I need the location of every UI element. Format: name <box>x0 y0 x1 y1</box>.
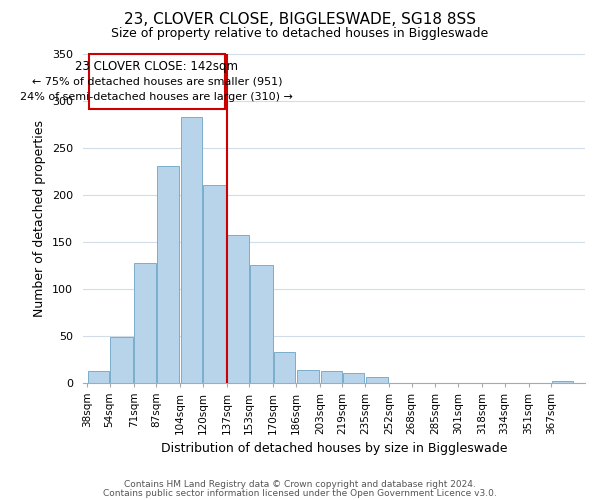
Text: Contains public sector information licensed under the Open Government Licence v3: Contains public sector information licen… <box>103 488 497 498</box>
Bar <box>134 264 155 382</box>
X-axis label: Distribution of detached houses by size in Biggleswade: Distribution of detached houses by size … <box>161 442 507 455</box>
Bar <box>181 117 202 382</box>
Bar <box>110 338 133 382</box>
Text: ← 75% of detached houses are smaller (951): ← 75% of detached houses are smaller (95… <box>32 76 282 86</box>
Text: 23, CLOVER CLOSE, BIGGLESWADE, SG18 8SS: 23, CLOVER CLOSE, BIGGLESWADE, SG18 8SS <box>124 12 476 28</box>
Bar <box>320 372 341 382</box>
Text: 23 CLOVER CLOSE: 142sqm: 23 CLOVER CLOSE: 142sqm <box>76 60 238 72</box>
Bar <box>343 373 364 382</box>
Y-axis label: Number of detached properties: Number of detached properties <box>34 120 46 317</box>
Bar <box>250 265 272 382</box>
Bar <box>227 235 248 382</box>
Bar <box>89 54 226 110</box>
Bar <box>365 377 388 382</box>
Text: Contains HM Land Registry data © Crown copyright and database right 2024.: Contains HM Land Registry data © Crown c… <box>124 480 476 489</box>
Bar <box>296 370 319 382</box>
Bar <box>552 380 573 382</box>
Bar <box>274 352 295 382</box>
Text: Size of property relative to detached houses in Biggleswade: Size of property relative to detached ho… <box>112 28 488 40</box>
Bar <box>157 166 179 382</box>
Bar <box>88 372 109 382</box>
Text: 24% of semi-detached houses are larger (310) →: 24% of semi-detached houses are larger (… <box>20 92 293 102</box>
Bar <box>203 186 226 382</box>
